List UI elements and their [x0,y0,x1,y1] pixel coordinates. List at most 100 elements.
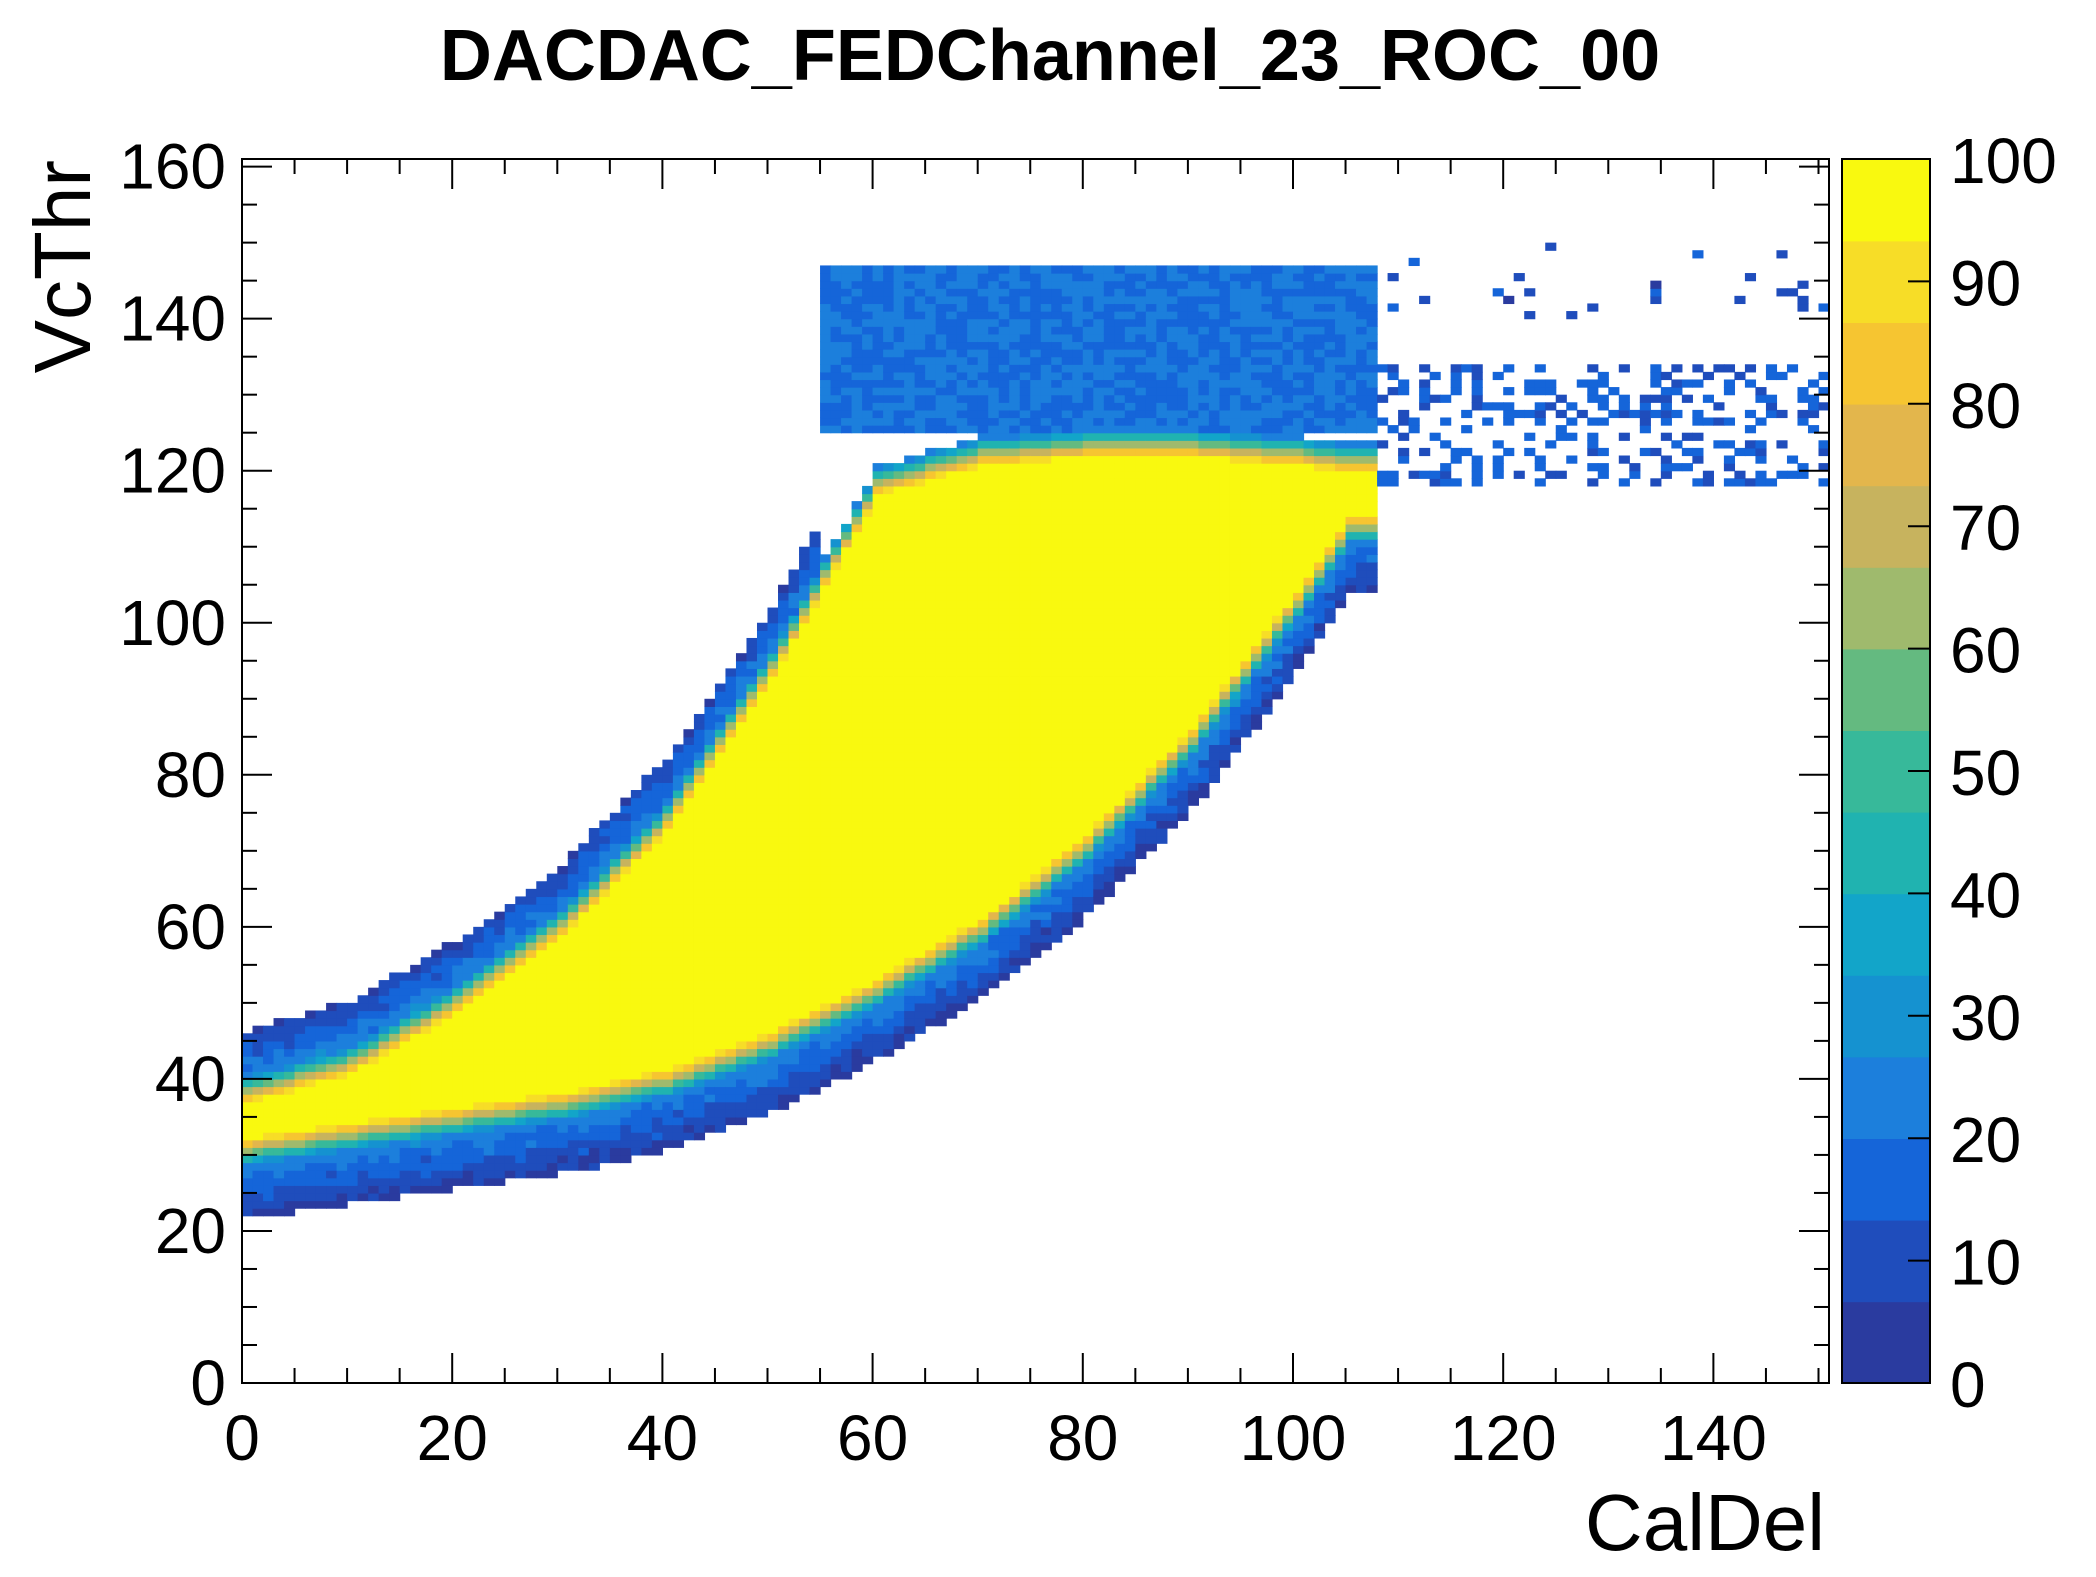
heatmap-cell [788,1025,800,1034]
heatmap-cell [1009,584,1021,593]
heatmap-cell [494,1063,506,1072]
heatmap-cell [630,888,642,898]
heatmap-cell [872,531,884,540]
heatmap-cell [788,607,800,616]
heatmap-cell [1019,843,1031,852]
heatmap-cell [725,713,737,723]
heatmap-cell [410,1025,422,1034]
heatmap-cell [904,493,916,502]
heatmap-cell [841,934,853,943]
heatmap-cell [1009,371,1021,381]
heatmap-cell [1082,440,1094,449]
heatmap-cell [935,280,947,289]
heatmap-cell [1030,820,1042,829]
heatmap-cell [704,1086,716,1095]
heatmap-cell [988,349,1000,358]
heatmap-cell [841,980,853,989]
heatmap-cell [977,850,989,860]
heatmap-cell [1103,508,1115,517]
heatmap-cell [714,1048,727,1057]
heatmap-cell [946,615,958,624]
heatmap-cell [893,911,905,920]
heatmap-cell [1019,318,1031,327]
heatmap-cell [998,698,1010,707]
heatmap-cell [483,1109,495,1118]
heatmap-cell [841,972,853,981]
heatmap-cell [1061,303,1073,312]
heatmap-cell [893,820,905,829]
heatmap-cell [935,501,947,510]
heatmap-cell [851,637,863,647]
heatmap-cell [851,782,863,791]
heatmap-cell [1051,797,1063,806]
heatmap-cell [567,980,579,989]
heatmap-cell [1082,592,1094,601]
heatmap-cell [462,1147,474,1156]
heatmap-cell [1030,926,1042,936]
heatmap-cell [893,615,905,624]
heatmap-cell [515,926,527,936]
heatmap-cell [967,972,979,981]
heatmap-cell [851,713,863,723]
heatmap-cell [967,485,979,495]
heatmap-cell [988,501,1000,510]
heatmap-cell [630,1078,642,1088]
heatmap-cell [883,645,895,654]
heatmap-cell [830,1025,842,1034]
heatmap-cell [956,546,968,555]
heatmap-cell [1061,455,1073,464]
heatmap-cell [494,1025,506,1034]
heatmap-cell [967,949,979,958]
heatmap-cell [641,1132,653,1141]
heatmap-cell [820,736,832,745]
heatmap-cell [977,470,989,479]
heatmap-cell [1082,470,1094,479]
heatmap-cell [1072,736,1084,745]
heatmap-cell [862,759,874,768]
heatmap-cell [389,1071,401,1080]
heatmap-cell [452,942,464,951]
heatmap-cell [557,972,569,981]
heatmap-cell [1051,379,1063,388]
heatmap-cell [756,926,769,936]
heatmap-cell [977,485,989,495]
heatmap-cell [820,303,832,312]
heatmap-cell [641,1025,653,1034]
heatmap-cell [693,1002,706,1012]
heatmap-cell [967,919,979,928]
heatmap-cell [830,759,842,768]
heatmap-cell [357,1071,369,1080]
heatmap-cell [778,866,790,875]
heatmap-cell [883,493,895,502]
heatmap-cell [651,881,663,890]
heatmap-cell [662,888,674,898]
heatmap-cell [1114,675,1126,685]
heatmap-cell [820,835,832,844]
heatmap-cell [883,554,895,563]
heatmap-cell [904,265,916,274]
heatmap-cell [946,630,958,639]
heatmap-cell [735,790,748,799]
heatmap-cell [756,683,769,692]
heatmap-cell [1093,790,1105,799]
heatmap-cell [1051,341,1063,350]
heatmap-cell [788,691,800,700]
heatmap-cell [935,812,947,822]
heatmap-cell [704,896,716,905]
heatmap-cell [284,1208,296,1217]
heatmap-cell [284,1086,296,1095]
heatmap-cell [946,888,958,898]
heatmap-cell [1082,417,1094,426]
heatmap-cell [630,866,642,875]
heatmap-cell [778,812,790,822]
heatmap-cell [284,1162,296,1171]
heatmap-cell [515,980,527,989]
heatmap-cell [778,668,790,677]
heatmap-cell [641,888,653,898]
heatmap-cell [925,607,937,616]
heatmap-cell [820,645,832,654]
heatmap-cell [851,394,863,403]
heatmap-cell [967,843,979,852]
heatmap-cell [546,888,558,898]
